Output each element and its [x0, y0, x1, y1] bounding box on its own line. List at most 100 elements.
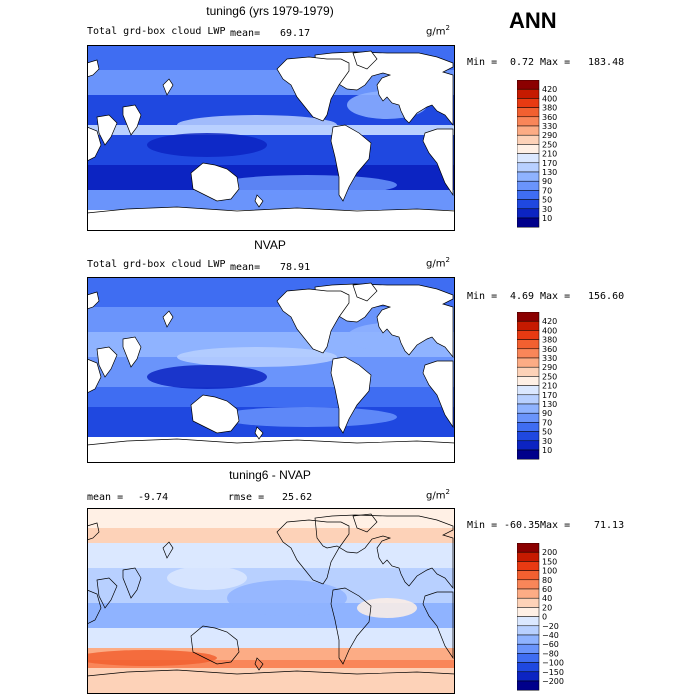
- colorbar-swatch: [517, 348, 540, 359]
- land-india: [96, 346, 118, 378]
- panel3-mean-value: -9.74: [138, 492, 169, 503]
- colorbar-tick-label: 360: [542, 345, 557, 354]
- colorbar-tick-label: 330: [542, 354, 557, 363]
- panel1-subtitle: Total grd-box cloud LWP: [87, 26, 226, 37]
- colorbar-swatch: [517, 376, 540, 386]
- colorbar-swatch: [517, 366, 540, 377]
- land-india: [96, 577, 118, 609]
- panel2-min-value: 4.69: [510, 291, 535, 302]
- panel1-mean-label: mean=: [230, 28, 261, 39]
- panel2-mean-value: 78.91: [280, 262, 311, 273]
- land-antarctica: [87, 669, 455, 694]
- colorbar-tick-label: 290: [542, 131, 557, 140]
- land-antarctica: [87, 206, 455, 231]
- colorbar-swatch: [517, 607, 540, 617]
- colorbar-swatch: [517, 671, 540, 682]
- panel3-rmse-label: rmse =: [228, 492, 265, 503]
- colorbar-tick-label: −100: [542, 659, 564, 668]
- colorbar-swatch: [517, 643, 540, 654]
- panel3-max-label: Max =: [540, 520, 571, 531]
- field-band-4: [87, 135, 455, 165]
- field-patch-3: [217, 175, 397, 195]
- colorbar-tick-label: 40: [542, 594, 552, 603]
- colorbar-tick-label: 420: [542, 317, 557, 326]
- field-band-8: [87, 668, 455, 694]
- colorbar-swatch: [517, 134, 540, 145]
- colorbar-tick-label: 50: [542, 428, 552, 437]
- panel3-colorbar: 200150100806040200−20−40−60−80−100−150−2…: [517, 543, 564, 691]
- colorbar-tick-label: 150: [542, 557, 557, 566]
- colorbar-tick-label: 400: [542, 94, 557, 103]
- colorbar-swatch: [517, 125, 540, 136]
- map-frame: [87, 508, 455, 694]
- colorbar-tick-label: 30: [542, 437, 552, 446]
- colorbar-tick-label: −40: [542, 631, 559, 640]
- colorbar-tick-label: 380: [542, 104, 557, 113]
- colorbar-swatch: [517, 616, 540, 627]
- colorbar-swatch: [517, 190, 540, 200]
- colorbar-tick-label: 10: [542, 446, 552, 455]
- panel1-map: [87, 45, 455, 231]
- colorbar-tick-label: −20: [542, 622, 559, 631]
- colorbar-tick-label: 170: [542, 159, 557, 168]
- land-europe-west: [87, 59, 100, 78]
- colorbar-swatch: [517, 107, 540, 118]
- field-band-6: [87, 190, 455, 210]
- panel2-mean-label: mean=: [230, 262, 261, 273]
- colorbar-swatch: [517, 339, 540, 350]
- colorbar-swatch: [517, 330, 540, 340]
- colorbar-swatch: [517, 98, 540, 108]
- colorbar-swatch: [517, 80, 540, 90]
- land-antarctica: [87, 438, 455, 463]
- colorbar-tick-label: 70: [542, 186, 552, 195]
- colorbar-tick-label: 400: [542, 326, 557, 335]
- colorbar-swatch: [517, 412, 540, 423]
- colorbar-swatch: [517, 171, 540, 182]
- colorbar-tick-label: 200: [542, 548, 557, 557]
- colorbar-swatch: [517, 431, 540, 442]
- field-patch-2: [147, 133, 267, 157]
- panel3-min-label: Min =: [467, 520, 498, 531]
- panel1-max-value: 183.48: [588, 57, 625, 68]
- panel3-max-value: 71.13: [594, 520, 625, 531]
- land-japan: [162, 310, 174, 328]
- panel2-max-value: 156.60: [588, 291, 625, 302]
- colorbar-swatch: [517, 153, 540, 164]
- panel1-units: g/m2: [426, 24, 450, 38]
- panel1-mean-value: 69.17: [280, 28, 311, 39]
- colorbar-tick-label: 0: [542, 613, 547, 622]
- colorbar-tick-label: 250: [542, 372, 557, 381]
- land-n-america: [276, 56, 350, 122]
- panel2-subtitle: Total grd-box cloud LWP: [87, 259, 226, 270]
- colorbar-swatch: [517, 551, 540, 562]
- land-n-america: [276, 519, 350, 585]
- field-patch-3: [217, 407, 397, 427]
- colorbar-tick-label: 20: [542, 603, 552, 612]
- panel2-min-label: Min =: [467, 291, 498, 302]
- panel2-units: g/m2: [426, 256, 450, 270]
- colorbar-swatch: [517, 440, 540, 451]
- colorbar-tick-label: 50: [542, 196, 552, 205]
- panel3-rmse-value: 25.62: [282, 492, 313, 503]
- colorbar-tick-label: 170: [542, 391, 557, 400]
- colorbar-swatch: [517, 561, 540, 571]
- land-n-america: [276, 288, 350, 354]
- colorbar-swatch: [517, 570, 540, 581]
- colorbar-tick-label: 420: [542, 85, 557, 94]
- field-band-1: [87, 528, 455, 543]
- panel2-map: [87, 277, 455, 463]
- colorbar-tick-label: 250: [542, 140, 557, 149]
- colorbar-tick-label: −60: [542, 640, 559, 649]
- colorbar-swatch: [517, 597, 540, 608]
- land-nz: [254, 194, 264, 208]
- colorbar-tick-label: 210: [542, 382, 557, 391]
- colorbar-swatch: [517, 357, 540, 368]
- colorbar-swatch: [517, 116, 540, 127]
- colorbar-tick-label: −80: [542, 649, 559, 658]
- colorbar-tick-label: 100: [542, 567, 557, 576]
- field-patch-1: [167, 566, 247, 590]
- panel3-title: tuning6 - NVAP: [229, 468, 311, 482]
- panel1-title: tuning6 (yrs 1979-1979): [206, 4, 334, 18]
- field-band-5: [87, 628, 455, 648]
- colorbar-swatch: [517, 199, 540, 210]
